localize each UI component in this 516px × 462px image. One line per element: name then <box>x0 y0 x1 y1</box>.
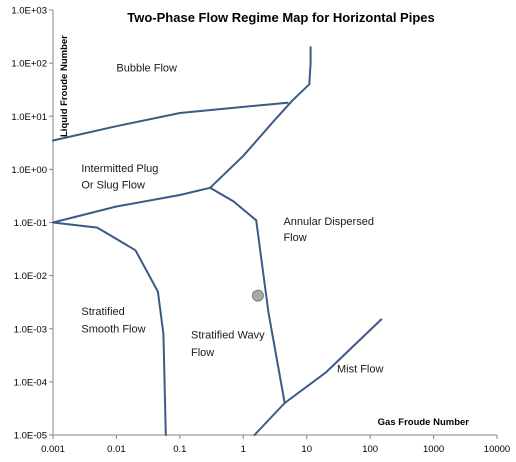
region-label: Stratified <box>81 306 124 318</box>
y-tick-label: 1.0E-04 <box>14 377 47 388</box>
x-tick-label: 10 <box>301 444 312 455</box>
region-label: Stratified Wavy <box>191 330 265 342</box>
x-axis-label: Gas Froude Number <box>378 417 470 428</box>
region-label: Smooth Flow <box>81 323 145 335</box>
x-tick-label: 1000 <box>423 444 444 455</box>
y-tick-label: 1.0E-05 <box>14 431 47 442</box>
y-tick-label: 1.0E+00 <box>11 165 47 176</box>
x-tick-label: 100 <box>362 444 378 455</box>
regime-boundary-line <box>209 83 311 189</box>
regime-boundary-line <box>52 186 212 224</box>
regime-boundary-line <box>253 318 383 436</box>
y-tick-label: 1.0E+02 <box>11 59 47 70</box>
region-label: Intermitted Plug <box>81 163 158 175</box>
chart-title: Two-Phase Flow Regime Map for Horizontal… <box>127 10 434 25</box>
region-label: Flow <box>191 347 214 359</box>
regime-boundary-line <box>52 221 167 436</box>
region-label: Annular Dispersed <box>283 216 374 228</box>
y-tick-label: 1.0E-01 <box>14 218 47 229</box>
x-tick-label: 0.01 <box>107 444 126 455</box>
x-tick-label: 0.1 <box>173 444 186 455</box>
operating-point-marker <box>251 289 264 302</box>
y-axis-label: Liquid Froude Number <box>59 35 70 137</box>
y-tick-label: 1.0E-02 <box>14 271 47 282</box>
x-tick-label: 1 <box>241 444 246 455</box>
plot-area: 0.001 0.01 0.1 1 10 100 1000 10000 1.0E-05 1.0E-0… <box>11 6 510 456</box>
regime-boundary-line <box>209 186 258 222</box>
region-label: Bubble Flow <box>116 62 177 74</box>
region-label: Mist Flow <box>337 364 384 376</box>
x-tick-label: 0.001 <box>41 444 65 455</box>
regime-boundary-line <box>308 46 312 86</box>
y-tick-label: 1.0E+03 <box>11 6 47 17</box>
region-label: Or Slug Flow <box>81 179 145 191</box>
y-tick-label: 1.0E-03 <box>14 324 47 335</box>
regime-boundary-line <box>255 219 286 404</box>
x-tick-label: 10000 <box>484 444 510 455</box>
regime-boundary-line <box>52 101 289 142</box>
y-tick-label: 1.0E+01 <box>11 112 47 123</box>
region-label: Flow <box>283 232 306 244</box>
